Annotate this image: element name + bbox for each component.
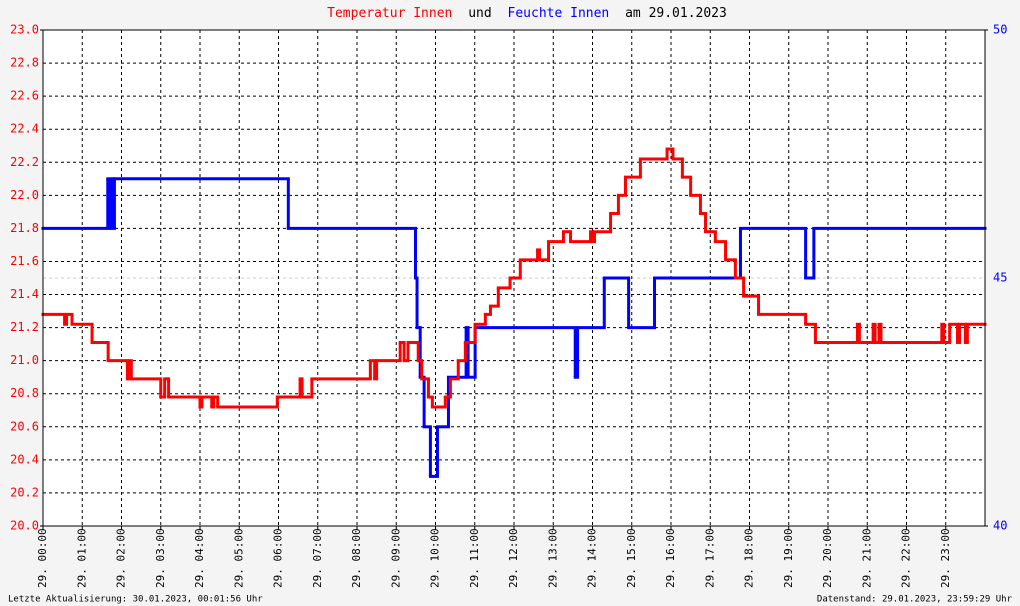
x-tick-label: 29. 21:00 [860, 528, 873, 588]
x-tick-label: 29. 01:00 [75, 528, 88, 588]
x-tick-label: 29. 08:00 [350, 528, 363, 588]
y-tick-label: 21.4 [10, 287, 39, 301]
x-tick-label: 29. 23:00 [939, 528, 952, 588]
y-tick-label: 21.6 [10, 254, 39, 268]
x-tick-label: 29. 16:00 [664, 528, 677, 588]
x-tick-label: 29. 12:00 [507, 528, 520, 588]
title-joiner: und [468, 6, 491, 21]
x-tick-label: 29. 11:00 [468, 528, 481, 588]
y-tick-label: 23.0 [10, 23, 39, 37]
x-tick-label: 29. 02:00 [115, 528, 128, 588]
y-tick-label: 22.2 [10, 155, 39, 169]
y-tick-label: 21.0 [10, 353, 39, 367]
x-tick-label: 29. 00:00 [36, 528, 49, 588]
y-tick-label: 20.4 [10, 452, 39, 466]
x-tick-label: 29. 17:00 [703, 528, 716, 588]
y-tick-label: 20.8 [10, 386, 39, 400]
y-tick-label: 22.8 [10, 56, 39, 70]
x-tick-label: 29. 13:00 [546, 528, 559, 588]
plot-border [42, 29, 986, 527]
footer-right: Datenstand: 29.01.2023, 23:59:29 Uhr [817, 595, 1013, 605]
y2-tick-label: 40 [993, 519, 1007, 533]
x-tick-label: 29. 15:00 [625, 528, 638, 588]
y-tick-label: 22.0 [10, 188, 39, 202]
y2-tick-label: 45 [993, 271, 1007, 285]
x-tick-label: 29. 03:00 [154, 528, 167, 588]
x-tick-label: 29. 09:00 [389, 528, 402, 588]
x-tick-label: 29. 14:00 [586, 528, 599, 588]
y-tick-label: 22.6 [10, 89, 39, 103]
x-tick-label: 29. 04:00 [193, 528, 206, 588]
x-tick-label: 29. 20:00 [821, 528, 834, 588]
title-series-1: Temperatur Innen [327, 6, 452, 21]
x-tick-label: 29. 07:00 [311, 528, 324, 588]
x-tick-label: 29. 10:00 [429, 528, 442, 588]
y-tick-label: 20.0 [10, 519, 39, 533]
x-tick-label: 29. 05:00 [232, 528, 245, 588]
y-tick-label: 20.6 [10, 419, 39, 433]
x-tick-label: 29. 18:00 [743, 528, 756, 588]
y2-tick-label: 50 [993, 23, 1007, 37]
y-tick-label: 21.2 [10, 320, 39, 334]
chart-title: Temperatur Innen und Feuchte Innen am 29… [327, 6, 727, 21]
footer-left: Letzte Aktualisierung: 30.01.2023, 00:01… [8, 595, 263, 605]
title-date: am 29.01.2023 [625, 6, 727, 21]
x-tick-label: 29. 06:00 [272, 528, 285, 588]
y-tick-label: 21.8 [10, 221, 39, 235]
x-tick-label: 29. 22:00 [900, 528, 913, 588]
x-tick-label: 29. 19:00 [782, 528, 795, 588]
title-series-2: Feuchte Innen [508, 6, 610, 21]
y-tick-label: 22.4 [10, 122, 39, 136]
y-tick-label: 20.2 [10, 485, 39, 499]
